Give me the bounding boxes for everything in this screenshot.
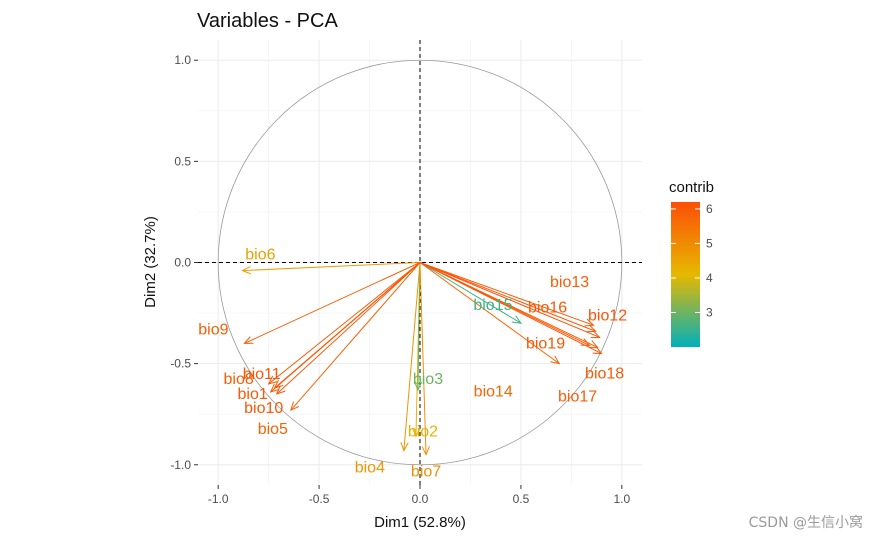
arrowhead-bio8 [267,375,278,385]
label-bio1: bio1 [238,386,268,403]
arrow-bio16 [419,262,596,332]
legend-colorbar [671,202,700,347]
label-bio17: bio17 [558,388,597,405]
arrowhead-bio19 [580,338,591,346]
x-tick-label: 0.0 [412,492,429,506]
legend-tick-label: 5 [706,236,713,250]
arrow-bio10 [276,262,421,395]
legend-ticks: 3 4 5 6 [671,202,713,319]
y-tick-label: 1.0 [174,53,191,67]
arrowhead-bio5 [290,401,300,412]
arrow-bio13 [419,262,594,326]
plot-panel: -1.0 -0.5 0.0 0.5 1.0-1.0-0.50.00.51.0bio1bi… [170,40,642,506]
y-tick-label: -0.5 [170,357,191,371]
arrowhead-bio2 [412,427,421,438]
arrow-bio9 [244,262,421,344]
arrow-bio5 [290,262,421,411]
x-tick-label: -0.5 [309,492,330,506]
y-tick-label: 0.0 [174,256,191,270]
y-axis-title: Dim2 (32.7%) [142,216,159,308]
y-tick-label: 0.5 [174,154,191,168]
legend-tick-label: 3 [706,305,713,319]
arrow-bio4 [403,262,421,451]
arrow-bio12 [419,262,600,338]
label-bio14: bio14 [474,384,513,401]
label-bio15: bio15 [473,297,512,314]
chart-title: Variables - PCA [197,10,338,32]
arrowhead-bio10 [275,385,286,395]
arrowhead-bio13 [584,318,595,327]
arrow-bio7 [419,262,427,455]
label-bio8: bio8 [224,371,254,388]
arrowhead-bio18 [592,346,603,355]
label-bio16: bio16 [528,299,567,316]
label-bio2: bio2 [408,423,438,440]
arrowhead-bio9 [243,336,254,344]
arrowhead-bio3 [413,381,423,392]
arrowhead-bio1 [269,383,280,393]
x-tick-label: -1.0 [208,492,229,506]
label-bio13: bio13 [550,274,589,291]
label-bio6: bio6 [245,247,275,264]
label-bio11: bio11 [243,366,281,383]
arrow-bio8 [268,262,421,385]
arrow-bio14 [419,262,560,365]
x-axis-title: Dim1 (52.8%) [374,514,466,531]
contrib-legend: contrib 3 4 5 6 [669,179,714,347]
arrow-bio3 [417,262,421,390]
label-bio9: bio9 [198,321,228,338]
x-tick-label: 1.0 [613,492,630,506]
legend-title: contrib [669,179,714,196]
arrow-bio15 [419,262,522,324]
arrowhead-bio12 [590,330,601,339]
arrowhead-bio16 [586,324,597,333]
arrow-bio11 [274,262,421,389]
arrowhead-bio15 [511,315,522,324]
arrowhead-bio6 [241,266,251,275]
arrow-bio6 [242,262,421,272]
arrowhead-bio4 [400,441,409,452]
legend-tick-label: 6 [706,202,713,216]
y-tick-label: -1.0 [170,458,191,472]
label-bio12: bio12 [588,307,627,324]
label-bio18: bio18 [585,366,624,383]
arrow-bio19 [419,262,590,346]
label-bio5: bio5 [258,421,288,438]
label-bio3: bio3 [413,371,443,388]
label-bio7: bio7 [411,464,441,481]
label-bio10: bio10 [244,400,283,417]
x-tick-label: 0.5 [513,492,530,506]
arrowhead-bio11 [273,379,284,389]
label-bio4: bio4 [355,460,385,477]
arrowhead-bio17 [588,340,599,348]
arrowhead-bio14 [550,355,561,365]
label-bio19: bio19 [526,335,565,352]
arrowhead-bio7 [421,446,430,456]
watermark: CSDN @生信小窝 [748,515,863,531]
legend-tick-label: 4 [706,271,713,285]
